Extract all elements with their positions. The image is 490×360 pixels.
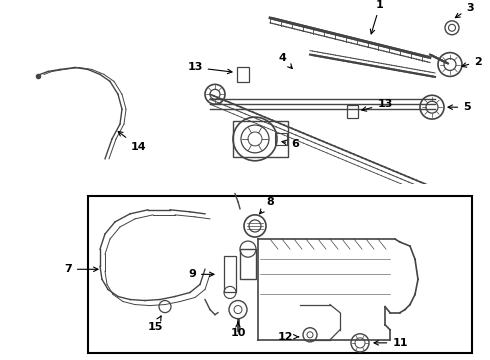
Text: 9: 9 <box>188 269 214 279</box>
Text: 10: 10 <box>230 322 245 338</box>
Text: 13: 13 <box>362 99 392 111</box>
Bar <box>240 249 256 279</box>
Bar <box>275 133 287 145</box>
Text: 11: 11 <box>374 338 408 348</box>
Bar <box>224 256 236 292</box>
Text: 1: 1 <box>370 0 384 34</box>
Text: 5: 5 <box>448 102 471 112</box>
Text: 6: 6 <box>282 139 299 149</box>
Text: 13: 13 <box>187 63 232 74</box>
Text: 15: 15 <box>147 316 163 332</box>
Text: 3: 3 <box>455 3 474 18</box>
Text: 12: 12 <box>277 332 298 342</box>
Bar <box>237 67 249 82</box>
Text: 7: 7 <box>64 264 98 274</box>
Text: 14: 14 <box>118 131 146 152</box>
Text: 8: 8 <box>260 197 274 214</box>
Bar <box>233 121 288 157</box>
Bar <box>88 196 472 353</box>
Text: 2: 2 <box>462 57 482 67</box>
Text: 4: 4 <box>278 53 292 68</box>
Bar <box>347 105 358 118</box>
